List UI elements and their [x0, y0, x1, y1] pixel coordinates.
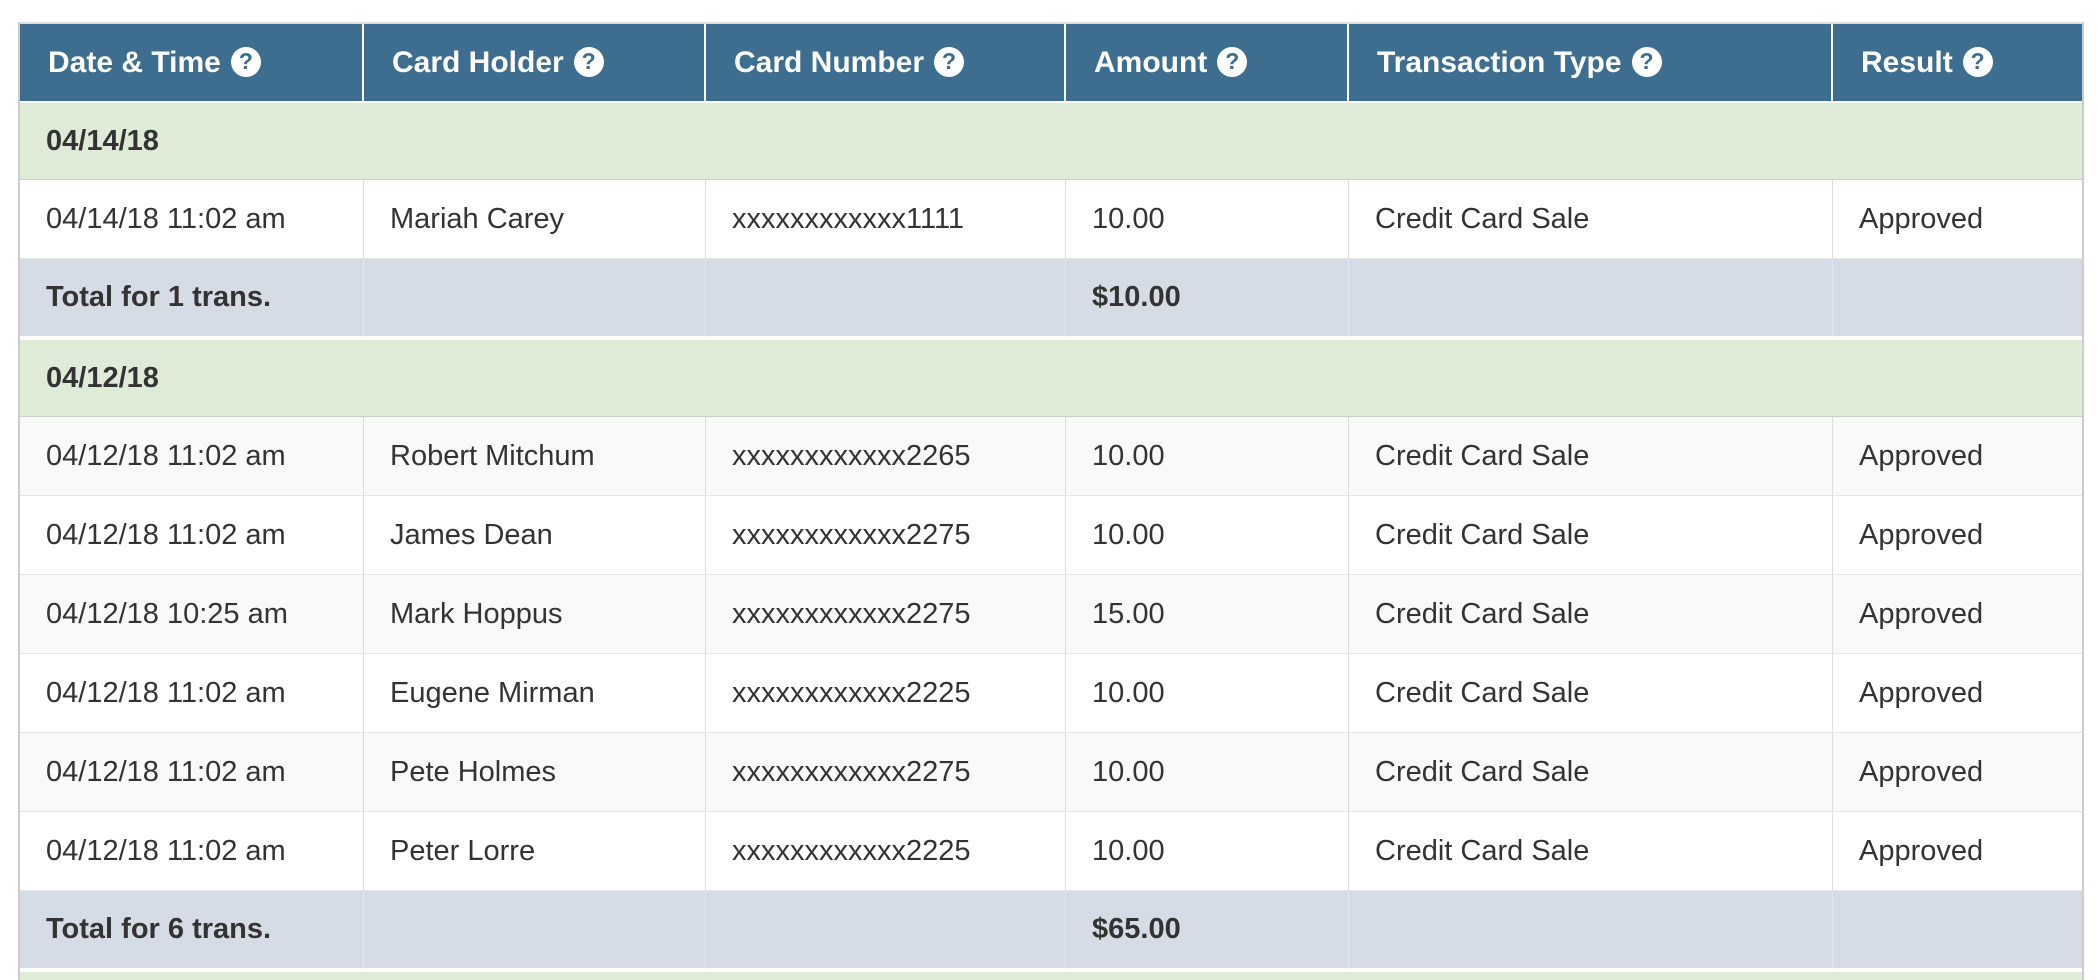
transaction-row[interactable]: 04/12/18 10:25 am Mark Hoppus xxxxxxxxxx… — [20, 575, 2082, 654]
transactions-table: Date & Time? Card Holder? Card Number? A… — [18, 22, 2084, 980]
cell-card-number: xxxxxxxxxxxx2265 — [706, 417, 1066, 496]
column-header-date-time[interactable]: Date & Time? — [20, 24, 364, 101]
total-amount-cell: $65.00 — [1066, 891, 1349, 970]
column-label: Date & Time — [48, 45, 221, 79]
empty-cell — [364, 891, 706, 970]
cell-result: Approved — [1833, 496, 2082, 575]
transaction-row[interactable]: 04/12/18 11:02 am Pete Holmes xxxxxxxxxx… — [20, 733, 2082, 812]
table-header: Date & Time? Card Holder? Card Number? A… — [20, 24, 2082, 101]
cell-date-time: 04/12/18 10:25 am — [20, 575, 364, 654]
column-label: Card Holder — [392, 45, 564, 79]
cell-card-number: xxxxxxxxxxxx1111 — [706, 180, 1066, 259]
cell-card-holder: James Dean — [364, 496, 706, 575]
column-label: Transaction Type — [1377, 45, 1622, 79]
column-label: Result — [1861, 45, 1953, 79]
cell-card-holder: Mark Hoppus — [364, 575, 706, 654]
header-row: Date & Time? Card Holder? Card Number? A… — [20, 24, 2082, 101]
cell-transaction-type: Credit Card Sale — [1349, 654, 1833, 733]
cell-date-time: 04/12/18 11:02 am — [20, 812, 364, 891]
question-circle-icon[interactable]: ? — [230, 46, 261, 77]
cell-card-holder: Pete Holmes — [364, 733, 706, 812]
cell-date-time: 04/12/18 11:02 am — [20, 417, 364, 496]
column-header-amount[interactable]: Amount? — [1066, 24, 1349, 101]
column-label: Card Number — [734, 45, 925, 79]
question-circle-icon[interactable]: ? — [1217, 46, 1248, 77]
column-header-transaction-type[interactable]: Transaction Type? — [1349, 24, 1833, 101]
column-header-card-number[interactable]: Card Number? — [706, 24, 1066, 101]
cell-date-time: 04/12/18 11:02 am — [20, 496, 364, 575]
cell-result: Approved — [1833, 575, 2082, 654]
group-total-row: Total for 6 trans. $65.00 — [20, 891, 2082, 970]
cell-transaction-type: Credit Card Sale — [1349, 496, 1833, 575]
cell-date-time: 04/14/18 11:02 am — [20, 180, 364, 259]
cell-amount: 10.00 — [1066, 654, 1349, 733]
empty-cell — [1833, 891, 2082, 970]
empty-cell — [706, 259, 1066, 338]
cell-amount: 10.00 — [1066, 733, 1349, 812]
column-header-card-holder[interactable]: Card Holder? — [364, 24, 706, 101]
column-label: Amount — [1094, 45, 1208, 79]
cell-amount: 10.00 — [1066, 812, 1349, 891]
total-amount-cell: $10.00 — [1066, 259, 1349, 338]
cell-amount: 10.00 — [1066, 496, 1349, 575]
group-date-cell — [20, 970, 2082, 980]
cell-card-holder: Eugene Mirman — [364, 654, 706, 733]
cell-amount: 10.00 — [1066, 180, 1349, 259]
cell-card-holder: Peter Lorre — [364, 812, 706, 891]
transaction-row[interactable]: 04/14/18 11:02 am Mariah Carey xxxxxxxxx… — [20, 180, 2082, 259]
total-label-cell: Total for 1 trans. — [20, 259, 364, 338]
cell-transaction-type: Credit Card Sale — [1349, 733, 1833, 812]
cell-amount: 15.00 — [1066, 575, 1349, 654]
next-date-group-row-partial — [20, 970, 2082, 980]
cell-transaction-type: Credit Card Sale — [1349, 417, 1833, 496]
total-label-cell: Total for 6 trans. — [20, 891, 364, 970]
cell-result: Approved — [1833, 812, 2082, 891]
empty-cell — [1349, 259, 1833, 338]
cell-card-number: xxxxxxxxxxxx2275 — [706, 496, 1066, 575]
cell-result: Approved — [1833, 180, 2082, 259]
cell-result: Approved — [1833, 733, 2082, 812]
cell-amount: 10.00 — [1066, 417, 1349, 496]
cell-transaction-type: Credit Card Sale — [1349, 575, 1833, 654]
cell-date-time: 04/12/18 11:02 am — [20, 654, 364, 733]
transaction-row[interactable]: 04/12/18 11:02 am Robert Mitchum xxxxxxx… — [20, 417, 2082, 496]
cell-card-holder: Robert Mitchum — [364, 417, 706, 496]
transaction-row[interactable]: 04/12/18 11:02 am James Dean xxxxxxxxxxx… — [20, 496, 2082, 575]
column-header-result[interactable]: Result? — [1833, 24, 2082, 101]
table-body: 04/14/18 04/14/18 11:02 am Mariah Carey … — [20, 101, 2082, 980]
date-group-row: 04/12/18 — [20, 338, 2082, 417]
empty-cell — [1833, 259, 2082, 338]
cell-card-number: xxxxxxxxxxxx2275 — [706, 733, 1066, 812]
question-circle-icon[interactable]: ? — [1631, 46, 1662, 77]
transaction-row[interactable]: 04/12/18 11:02 am Peter Lorre xxxxxxxxxx… — [20, 812, 2082, 891]
transaction-row[interactable]: 04/12/18 11:02 am Eugene Mirman xxxxxxxx… — [20, 654, 2082, 733]
group-date-cell: 04/14/18 — [20, 101, 2082, 180]
cell-result: Approved — [1833, 654, 2082, 733]
cell-transaction-type: Credit Card Sale — [1349, 180, 1833, 259]
question-circle-icon[interactable]: ? — [934, 46, 965, 77]
date-group-row: 04/14/18 — [20, 101, 2082, 180]
cell-card-number: xxxxxxxxxxxx2225 — [706, 654, 1066, 733]
group-date-cell: 04/12/18 — [20, 338, 2082, 417]
cell-card-number: xxxxxxxxxxxx2225 — [706, 812, 1066, 891]
empty-cell — [1349, 891, 1833, 970]
cell-result: Approved — [1833, 417, 2082, 496]
question-circle-icon[interactable]: ? — [1962, 46, 1993, 77]
cell-card-number: xxxxxxxxxxxx2275 — [706, 575, 1066, 654]
empty-cell — [364, 259, 706, 338]
cell-transaction-type: Credit Card Sale — [1349, 812, 1833, 891]
empty-cell — [706, 891, 1066, 970]
group-total-row: Total for 1 trans. $10.00 — [20, 259, 2082, 338]
cell-date-time: 04/12/18 11:02 am — [20, 733, 364, 812]
cell-card-holder: Mariah Carey — [364, 180, 706, 259]
question-circle-icon[interactable]: ? — [573, 46, 604, 77]
